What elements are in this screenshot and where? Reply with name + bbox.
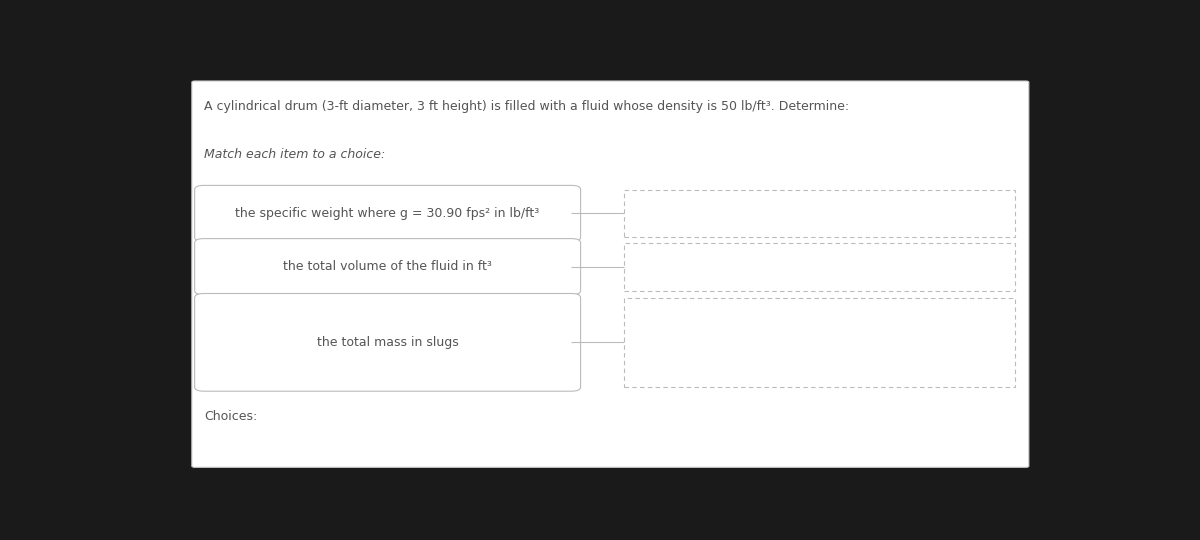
- FancyBboxPatch shape: [192, 81, 1028, 467]
- FancyBboxPatch shape: [194, 185, 581, 241]
- Text: Match each item to a choice:: Match each item to a choice:: [204, 148, 385, 161]
- Bar: [624, 190, 1015, 238]
- FancyBboxPatch shape: [194, 239, 581, 295]
- Text: Choices:: Choices:: [204, 410, 257, 423]
- Bar: [624, 243, 1015, 291]
- FancyBboxPatch shape: [194, 294, 581, 391]
- Text: A cylindrical drum (3-ft diameter, 3 ft height) is filled with a fluid whose den: A cylindrical drum (3-ft diameter, 3 ft …: [204, 100, 850, 113]
- Text: the total volume of the fluid in ft³: the total volume of the fluid in ft³: [283, 260, 492, 273]
- Text: the total mass in slugs: the total mass in slugs: [317, 336, 458, 349]
- Text: the specific weight where g = 30.90 fps² in lb/ft³: the specific weight where g = 30.90 fps²…: [235, 207, 540, 220]
- Bar: [624, 298, 1015, 387]
